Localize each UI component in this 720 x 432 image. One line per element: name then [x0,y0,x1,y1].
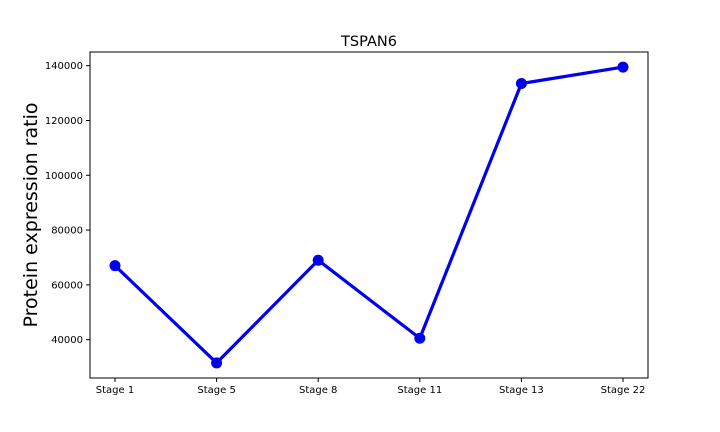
x-tick-label: Stage 1 [96,385,134,396]
x-tick-label: Stage 13 [499,385,544,396]
data-point [312,254,324,266]
chart-title: TSPAN6 [340,34,397,50]
y-tick-label: 100000 [45,171,83,182]
x-tick-label: Stage 8 [299,385,337,396]
x-axis: Stage 1 Stage 5 Stage 8 Stage 11 Stage 13 Sta… [96,378,646,396]
y-tick-label: 120000 [45,116,83,127]
y-axis-label: Protein expression ratio [20,103,42,328]
y-tick-label: 40000 [51,335,83,346]
y-tick-label: 80000 [51,226,83,237]
y-tick-label: 140000 [45,61,83,72]
x-tick-label: Stage 22 [601,385,646,396]
data-point [617,61,629,73]
plot-area-frame [89,51,649,379]
y-tick-label: 60000 [51,280,83,291]
y-axis: 40000 60000 80000 100000 120000 140000 [45,61,90,346]
data-point [211,357,223,369]
data-point [515,78,527,90]
series-line [113,65,624,365]
x-tick-label: Stage 11 [397,385,442,396]
x-tick-label: Stage 5 [197,385,235,396]
data-point [414,332,426,344]
series-group [109,61,629,369]
data-point [109,260,121,272]
